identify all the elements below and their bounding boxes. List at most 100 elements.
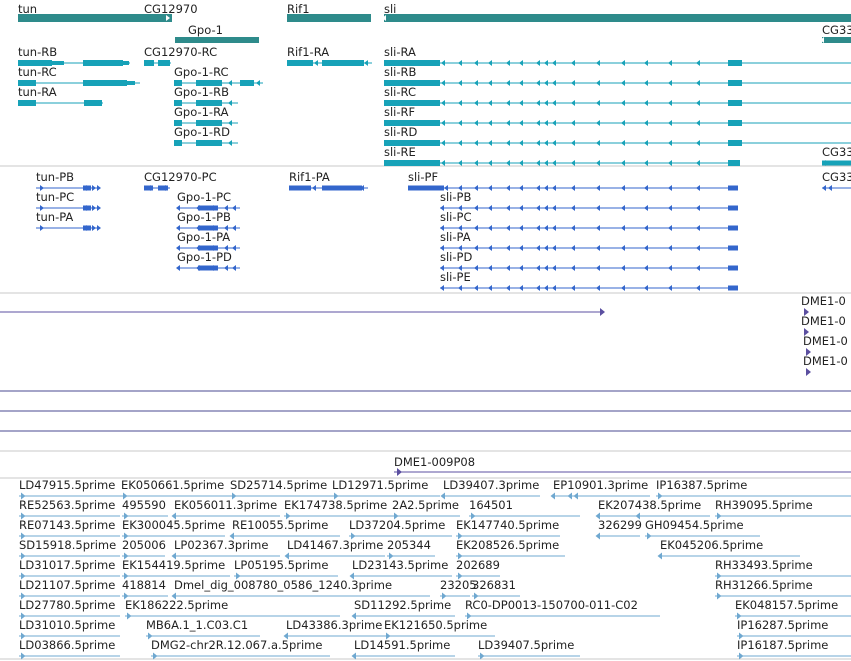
transcript-label[interactable]: tun-RB (18, 45, 58, 59)
gene-label[interactable]: sli (384, 2, 397, 16)
est-label[interactable]: EK048157.5prime (735, 598, 839, 612)
est-label[interactable]: GH09454.5prime (645, 518, 744, 532)
protein-label[interactable]: sli-PD (440, 250, 473, 264)
est-label[interactable]: SD15918.5prime (19, 538, 117, 552)
est-label[interactable]: RH31266.5prime (715, 578, 813, 592)
transcript-label[interactable]: CG33 (822, 145, 851, 159)
est-label[interactable]: IP16287.5prime (737, 618, 829, 632)
transcript-label[interactable]: sli-RF (384, 105, 416, 119)
gene-label[interactable]: tun (18, 2, 38, 16)
est-label[interactable]: 23205 (440, 578, 477, 592)
est-label[interactable]: LD41467.3prime (287, 538, 384, 552)
est-label[interactable]: DMG2-chr2R.12.067.a.5prime (151, 638, 323, 652)
est-label[interactable]: EK208526.5prime (456, 538, 560, 552)
dme-feature-label[interactable]: DME1-0 (803, 334, 848, 348)
est-label[interactable]: EK050661.5prime (121, 478, 225, 492)
est-label[interactable]: 205006 (122, 538, 166, 552)
protein-label[interactable]: sli-PC (440, 210, 472, 224)
protein-label[interactable]: CG33 (822, 170, 851, 184)
gene-label[interactable]: Gpo-1 (188, 23, 223, 37)
transcript-label[interactable]: Rif1-RA (287, 45, 330, 59)
est-label[interactable]: LD12971.5prime (332, 478, 429, 492)
est-label[interactable]: LP02367.3prime (174, 538, 269, 552)
transcript-label[interactable]: Gpo-1-RA (174, 105, 229, 119)
est-label[interactable]: RE07143.5prime (19, 518, 116, 532)
transcript-label[interactable]: CG12970-RC (144, 45, 218, 59)
transcript-label[interactable]: sli-RD (384, 125, 418, 139)
est-label[interactable]: LD27780.5prime (19, 598, 116, 612)
est-label[interactable]: LD21107.5prime (19, 578, 116, 592)
transcript-label[interactable]: Gpo-1-RD (174, 125, 230, 139)
transcript-label[interactable]: Gpo-1-RB (174, 85, 229, 99)
transcript-label[interactable]: sli-RC (384, 85, 416, 99)
est-label[interactable]: 326831 (472, 578, 516, 592)
gene-label[interactable]: CG33 (822, 23, 851, 37)
protein-label[interactable]: sli-PA (440, 230, 471, 244)
est-label[interactable]: LP05195.5prime (234, 558, 329, 572)
dme-feature-label[interactable]: DME1-009P08 (394, 455, 476, 469)
dme-feature-label[interactable]: DME1-0 (803, 354, 848, 368)
protein-label[interactable]: sli-PF (408, 170, 439, 184)
protein-label[interactable]: CG12970-PC (144, 170, 217, 184)
protein-label[interactable]: Gpo-1-PC (177, 190, 232, 204)
est-label[interactable]: SD11292.5prime (354, 598, 452, 612)
transcript-label[interactable]: sli-RA (384, 45, 416, 59)
transcript-label[interactable]: tun-RC (18, 65, 57, 79)
est-label[interactable]: LD47915.5prime (19, 478, 116, 492)
protein-label[interactable]: tun-PA (36, 210, 74, 224)
protein-label[interactable]: Gpo-1-PD (177, 250, 232, 264)
est-label[interactable]: EK174738.5prime (284, 498, 388, 512)
est-label[interactable]: LD31010.5prime (19, 618, 116, 632)
est-label[interactable]: LD31017.5prime (19, 558, 116, 572)
est-label[interactable]: 495590 (122, 498, 166, 512)
est-label[interactable]: 164501 (469, 498, 513, 512)
est-label[interactable]: 418814 (122, 578, 166, 592)
est-label[interactable]: 205344 (387, 538, 431, 552)
transcript-label[interactable]: sli-RE (384, 145, 416, 159)
dme-feature-label[interactable]: DME1-0 (801, 294, 846, 308)
est-label[interactable]: EK300045.5prime (122, 518, 226, 532)
est-label[interactable]: RH39095.5prime (715, 498, 813, 512)
est-label[interactable]: RE52563.5prime (19, 498, 116, 512)
est-label[interactable]: Dmel_dig_008780_0586_1240.3prime (174, 578, 393, 592)
est-label[interactable]: 2A2.5prime (392, 498, 459, 512)
protein-label[interactable]: tun-PB (36, 170, 75, 184)
est-label[interactable]: MB6A.1_1.C03.C1 (146, 618, 249, 632)
protein-label[interactable]: tun-PC (36, 190, 75, 204)
est-label[interactable]: EK207438.5prime (598, 498, 702, 512)
est-label[interactable]: IP16387.5prime (656, 478, 748, 492)
est-label[interactable]: EK045206.5prime (660, 538, 764, 552)
protein-label[interactable]: Rif1-PA (289, 170, 330, 184)
transcript-label[interactable]: Gpo-1-RC (174, 65, 229, 79)
est-label[interactable]: EP10901.3prime (553, 478, 649, 492)
est-label[interactable]: EK056011.3prime (174, 498, 278, 512)
protein-label[interactable]: sli-PE (440, 270, 471, 284)
est-label[interactable]: EK147740.5prime (456, 518, 560, 532)
est-label[interactable]: LD23143.5prime (352, 558, 449, 572)
gene-label[interactable]: Rif1 (287, 2, 310, 16)
est-label[interactable]: RC0-DP0013-150700-011-C02 (465, 598, 638, 612)
protein-label[interactable]: sli-PB (440, 190, 472, 204)
est-label[interactable]: LD43386.3prime (286, 618, 383, 632)
est-label[interactable]: 202689 (456, 558, 500, 572)
gene-label[interactable]: CG12970 (144, 2, 198, 16)
transcript-label[interactable]: tun-RA (18, 85, 57, 99)
est-label[interactable]: EK186222.5prime (125, 598, 229, 612)
est-label[interactable]: LD37204.5prime (349, 518, 446, 532)
est-label[interactable]: LD39407.5prime (478, 638, 575, 652)
est-label[interactable]: EK121650.5prime (384, 618, 488, 632)
est-label[interactable]: IP16187.5prime (737, 638, 829, 652)
est-label[interactable]: RH33493.5prime (715, 558, 813, 572)
transcript-label[interactable]: sli-RB (384, 65, 417, 79)
est-label[interactable]: EK154419.5prime (122, 558, 226, 572)
dme-feature-label[interactable]: DME1-0 (801, 314, 846, 328)
est-label[interactable]: LD03866.5prime (19, 638, 116, 652)
est-label[interactable]: SD25714.5prime (230, 478, 328, 492)
est-label[interactable]: RE10055.5prime (232, 518, 329, 532)
est-label[interactable]: 326299 (598, 518, 642, 532)
est-label[interactable]: LD14591.5prime (354, 638, 451, 652)
protein-label[interactable]: Gpo-1-PA (177, 230, 231, 244)
protein-label[interactable]: Gpo-1-PB (177, 210, 231, 224)
est-label[interactable]: LD39407.3prime (443, 478, 540, 492)
